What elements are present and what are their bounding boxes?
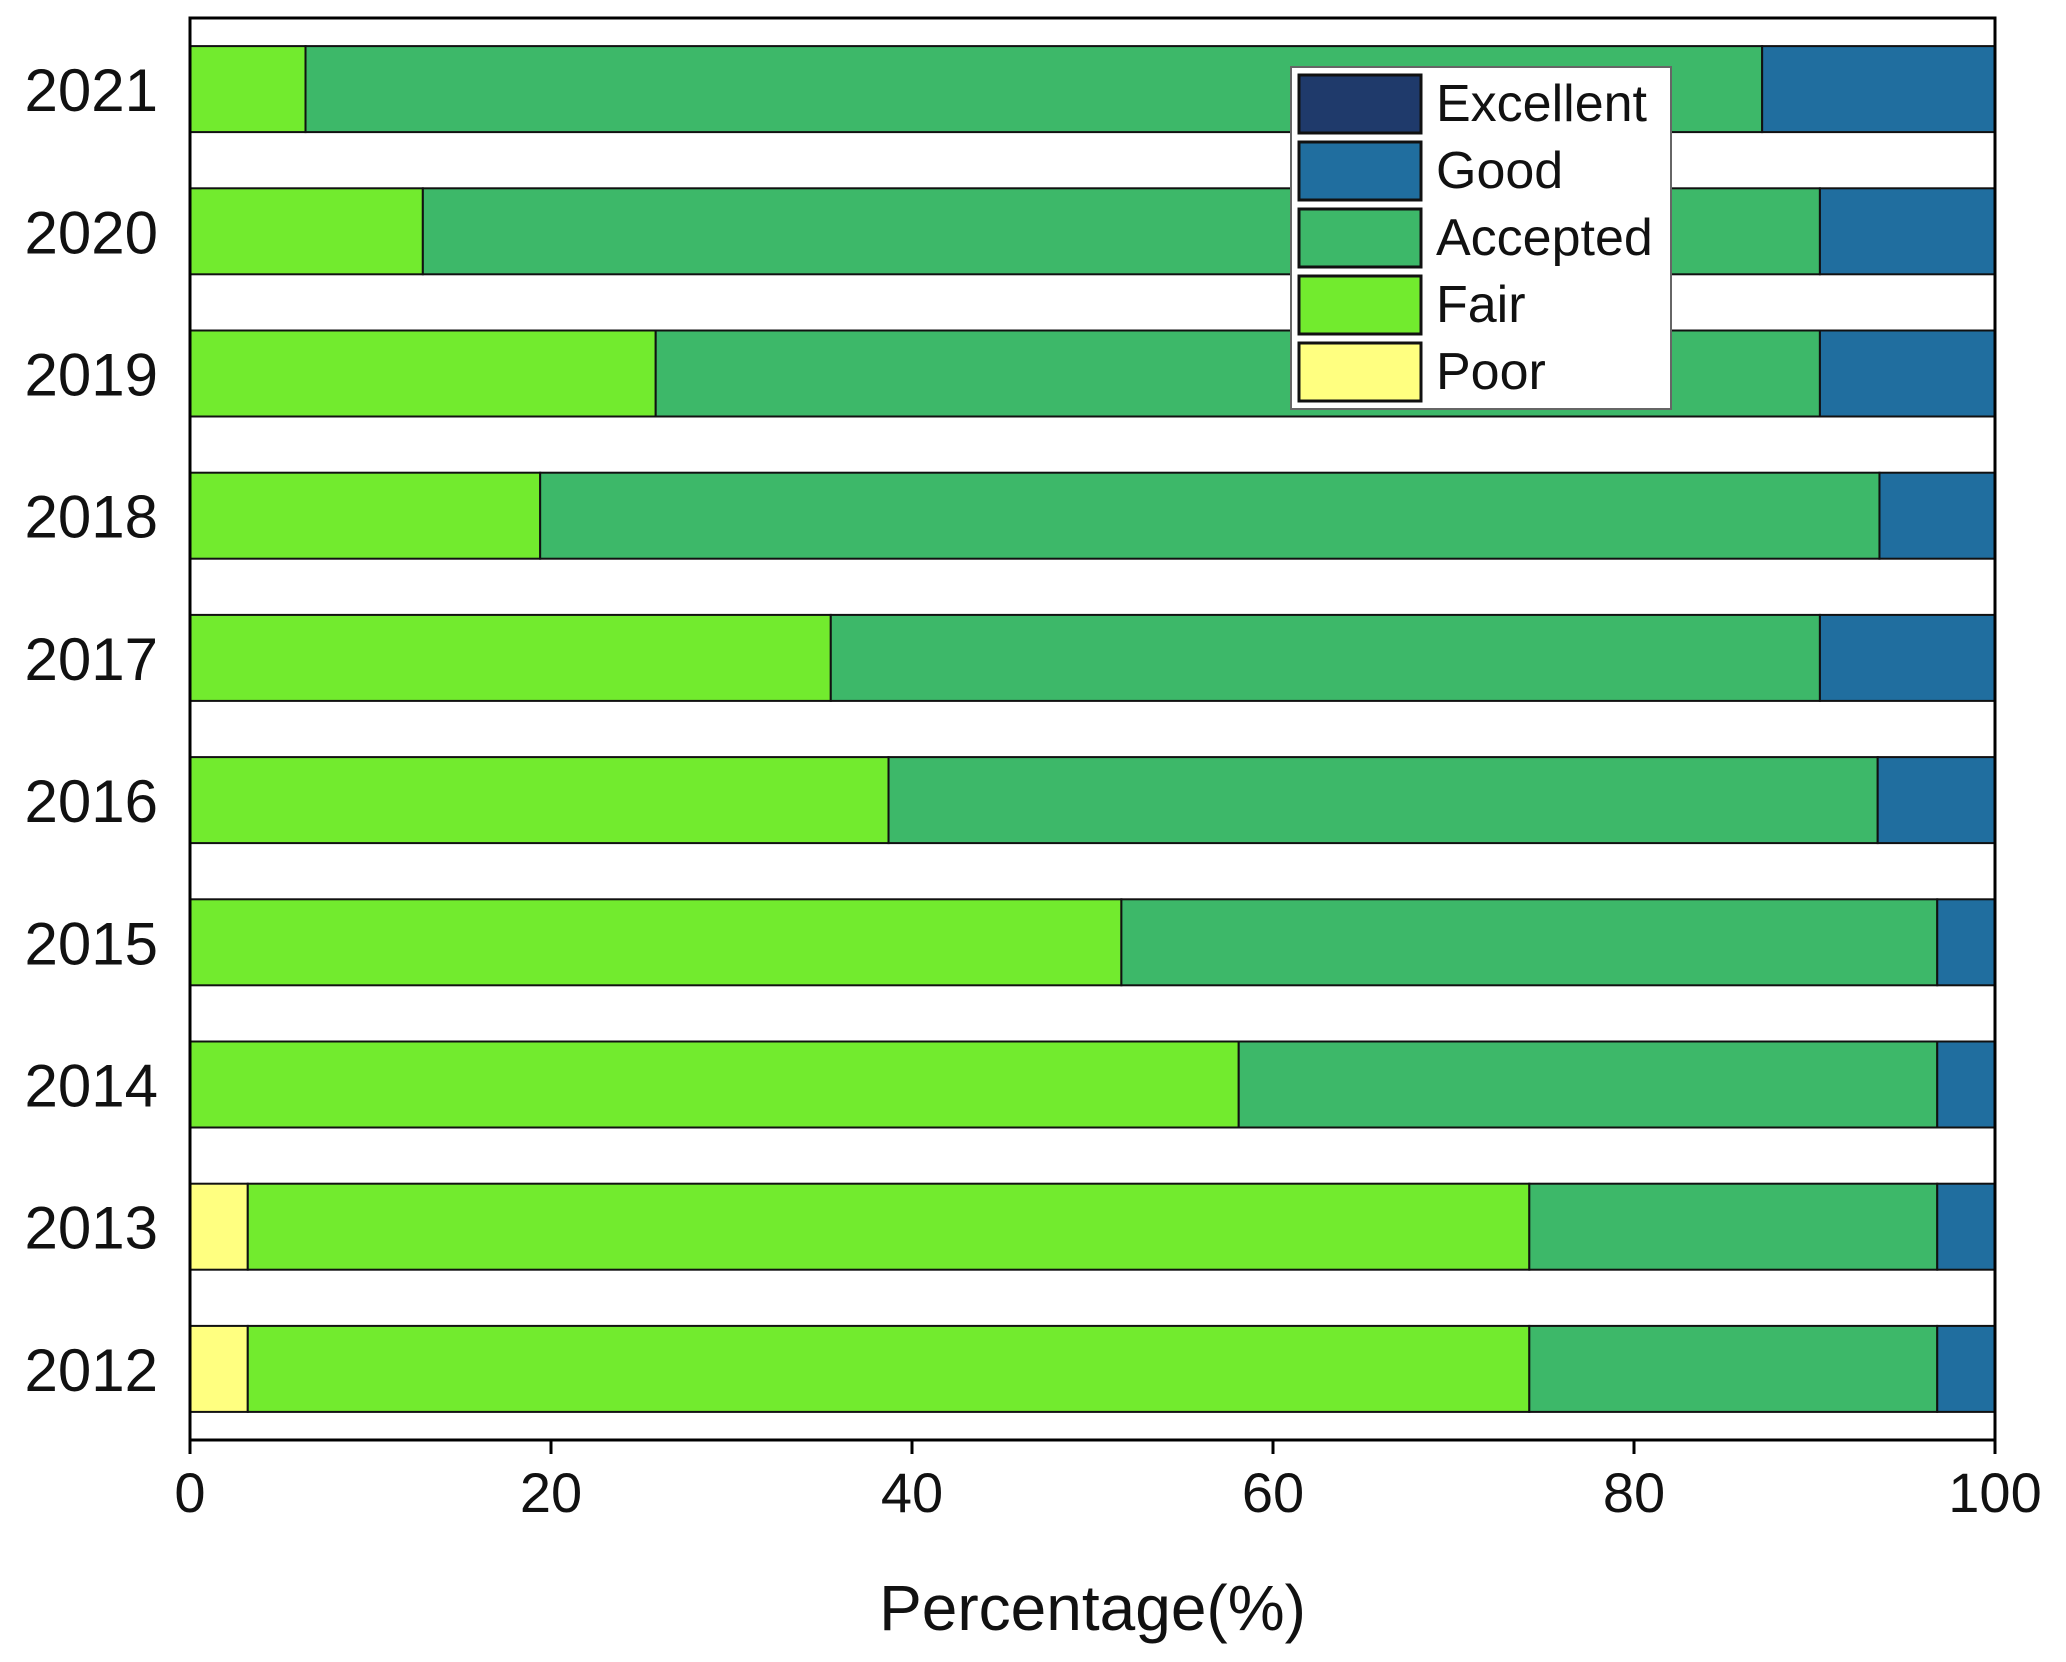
bar-2015-good bbox=[1936, 898, 1996, 987]
bars-layer bbox=[189, 45, 1997, 1413]
legend-swatch-excellent bbox=[1297, 73, 1423, 135]
bar-2018-accepted bbox=[539, 471, 1881, 560]
bar-2014-good bbox=[1936, 1040, 1996, 1129]
legend-swatch-accepted bbox=[1297, 207, 1423, 269]
y-tick-label: 2013 bbox=[25, 1195, 158, 1262]
y-tick-label: 2020 bbox=[25, 199, 158, 266]
legend: Excellent Good Accepted Fair Poor bbox=[1290, 66, 1672, 410]
bar-2013-poor bbox=[189, 1182, 249, 1271]
legend-swatch-good bbox=[1297, 140, 1423, 202]
bar-2015-accepted bbox=[1120, 898, 1939, 987]
bar-2016-good bbox=[1876, 756, 1997, 845]
bar-2012-accepted bbox=[1528, 1324, 1939, 1413]
bar-2018-fair bbox=[189, 471, 542, 560]
x-tick-label: 0 bbox=[174, 1461, 205, 1524]
legend-swatch-fair bbox=[1297, 274, 1423, 336]
bar-2014-fair bbox=[189, 1040, 1240, 1129]
bar-2016-accepted bbox=[887, 756, 1879, 845]
bar-2017-good bbox=[1818, 613, 1997, 702]
bar-2013-good bbox=[1936, 1182, 1996, 1271]
y-tick-label: 2018 bbox=[25, 484, 158, 551]
bar-2014-accepted bbox=[1237, 1040, 1939, 1129]
y-tick-label: 2015 bbox=[25, 910, 158, 977]
x-axis-ticks: 0 20 40 60 80 100 bbox=[174, 1440, 2042, 1524]
y-tick-label: 2019 bbox=[25, 342, 158, 409]
bar-2019-good bbox=[1818, 329, 1997, 418]
bar-2018-good bbox=[1878, 471, 1996, 560]
bar-2012-poor bbox=[189, 1324, 249, 1413]
y-tick-label: 2016 bbox=[25, 768, 158, 835]
y-tick-label: 2012 bbox=[25, 1337, 158, 1404]
legend-label-fair: Fair bbox=[1436, 276, 1526, 334]
x-tick-label: 20 bbox=[520, 1461, 582, 1524]
legend-label-accepted: Accepted bbox=[1436, 209, 1653, 267]
x-tick-label: 60 bbox=[1242, 1461, 1304, 1524]
bar-2020-fair bbox=[189, 187, 424, 276]
bar-2021-good bbox=[1761, 45, 1997, 134]
bar-2013-accepted bbox=[1528, 1182, 1939, 1271]
plot-frame bbox=[188, 16, 1997, 1442]
x-axis-title: Percentage(%) bbox=[879, 1572, 1306, 1644]
bar-2020-good bbox=[1818, 187, 1997, 276]
x-tick-label: 40 bbox=[881, 1461, 943, 1524]
y-tick-label: 2017 bbox=[25, 626, 158, 693]
legend-swatch-poor bbox=[1297, 341, 1423, 403]
legend-label-good: Good bbox=[1436, 142, 1563, 200]
bar-2012-fair bbox=[246, 1324, 1531, 1413]
y-tick-label: 2021 bbox=[25, 57, 158, 124]
legend-label-poor: Poor bbox=[1436, 343, 1546, 401]
bar-2021-fair bbox=[189, 45, 307, 134]
x-tick-label: 80 bbox=[1603, 1461, 1665, 1524]
bar-2017-accepted bbox=[829, 613, 1821, 702]
bar-2016-fair bbox=[189, 756, 890, 845]
bar-2012-good bbox=[1936, 1324, 1996, 1413]
y-axis-labels: 2021 2020 2019 2018 2017 2016 2015 2014 2013 2012 bbox=[25, 57, 158, 1404]
y-tick-label: 2014 bbox=[25, 1053, 158, 1120]
legend-label-excellent: Excellent bbox=[1436, 75, 1648, 133]
bar-2017-fair bbox=[189, 613, 832, 702]
bar-2015-fair bbox=[189, 898, 1123, 987]
bar-2019-fair bbox=[189, 329, 657, 418]
bar-2013-fair bbox=[246, 1182, 1531, 1271]
x-tick-label: 100 bbox=[1948, 1461, 2041, 1524]
